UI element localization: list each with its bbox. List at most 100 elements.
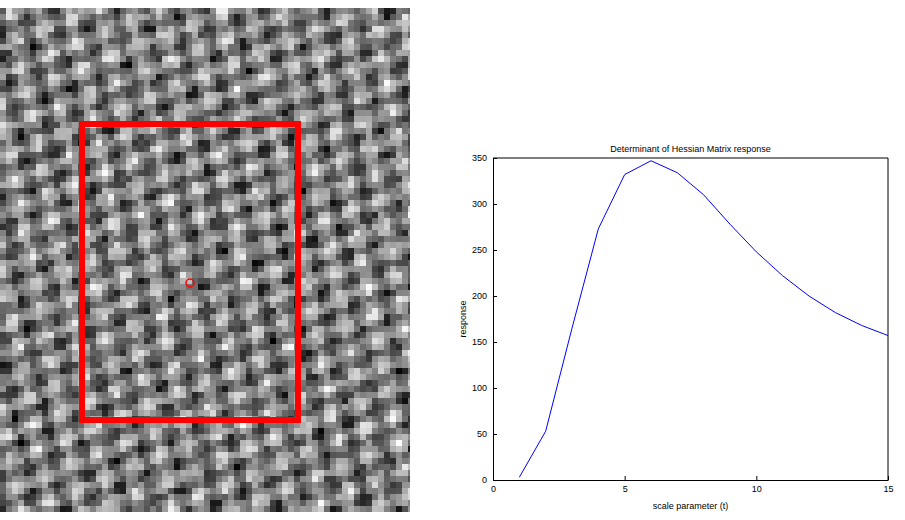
texture-cell [300, 8, 306, 14]
texture-cell [96, 68, 102, 74]
texture-cell [96, 170, 102, 176]
texture-cell [0, 32, 6, 38]
texture-cell [24, 152, 30, 158]
texture-cell [174, 62, 180, 68]
texture-cell [30, 128, 36, 134]
texture-cell [210, 92, 216, 98]
texture-cell [108, 110, 114, 116]
texture-cell [198, 8, 204, 14]
texture-cell [378, 146, 384, 152]
texture-cell [84, 68, 90, 74]
texture-cell [252, 164, 258, 170]
texture-cell [18, 86, 24, 92]
texture-cell [72, 158, 78, 164]
texture-cell [210, 8, 216, 14]
texture-cell [282, 8, 288, 14]
texture-cell [108, 62, 114, 68]
texture-cell [336, 68, 342, 74]
texture-cell [42, 68, 48, 74]
texture-cell [384, 50, 390, 56]
texture-cell [258, 56, 264, 62]
texture-cell [18, 38, 24, 44]
texture-cell [372, 26, 378, 32]
texture-cell [330, 80, 336, 86]
texture-cell [90, 80, 96, 86]
texture-cell [180, 176, 186, 182]
texture-cell [246, 20, 252, 26]
texture-cell [324, 50, 330, 56]
texture-cell [108, 104, 114, 110]
texture-cell [132, 44, 138, 50]
texture-cell [252, 14, 258, 20]
texture-cell [150, 176, 156, 182]
texture-cell [30, 38, 36, 44]
texture-cell [54, 134, 60, 140]
texture-cell [216, 80, 222, 86]
texture-cell [408, 80, 410, 86]
texture-cell [336, 116, 342, 122]
texture-cell [378, 80, 384, 86]
texture-cell [288, 74, 294, 80]
texture-cell [210, 170, 216, 176]
texture-cell [198, 32, 204, 38]
texture-cell [96, 38, 102, 44]
texture-cell [132, 104, 138, 110]
texture-cell [204, 170, 210, 176]
texture-cell [192, 104, 198, 110]
texture-cell [336, 80, 342, 86]
texture-cell [108, 50, 114, 56]
texture-cell [162, 20, 168, 26]
texture-cell [66, 176, 72, 182]
texture-cell [402, 8, 408, 14]
texture-cell [42, 134, 48, 140]
texture-cell [24, 80, 30, 86]
texture-cell [264, 38, 270, 44]
texture-cell [198, 20, 204, 26]
texture-cell [366, 8, 372, 14]
texture-cell [132, 38, 138, 44]
texture-cell [120, 92, 126, 98]
texture-cell [150, 56, 156, 62]
texture-cell [84, 104, 90, 110]
texture-cell [288, 164, 294, 170]
texture-cell [228, 158, 234, 164]
texture-cell [318, 140, 324, 146]
texture-cell [162, 92, 168, 98]
texture-cell [102, 20, 108, 26]
texture-cell [390, 164, 396, 170]
texture-cell [48, 176, 54, 182]
texture-cell [54, 20, 60, 26]
texture-cell [408, 62, 410, 68]
texture-cell [342, 110, 348, 116]
texture-cell [48, 170, 54, 176]
texture-cell [6, 32, 12, 38]
texture-cell [330, 110, 336, 116]
texture-cell [330, 32, 336, 38]
texture-cell [180, 164, 186, 170]
texture-cell [42, 32, 48, 38]
texture-cell [276, 32, 282, 38]
texture-cell [192, 86, 198, 92]
texture-cell [168, 128, 174, 134]
texture-cell [306, 170, 312, 176]
texture-cell [270, 8, 276, 14]
texture-cell [204, 56, 210, 62]
texture-cell [348, 44, 354, 50]
texture-cell [234, 110, 240, 116]
texture-cell [378, 176, 384, 182]
texture-cell [138, 32, 144, 38]
texture-cell [48, 140, 54, 146]
texture-cell [162, 86, 168, 92]
texture-cell [198, 92, 204, 98]
texture-cell [252, 20, 258, 26]
texture-cell [336, 122, 342, 128]
texture-cell [282, 164, 288, 170]
texture-cell [72, 134, 78, 140]
texture-cell [306, 176, 312, 182]
texture-cell [258, 74, 264, 80]
texture-cell [72, 140, 78, 146]
texture-cell [396, 26, 402, 32]
texture-cell [294, 26, 300, 32]
texture-cell [60, 26, 66, 32]
texture-cell [138, 44, 144, 50]
